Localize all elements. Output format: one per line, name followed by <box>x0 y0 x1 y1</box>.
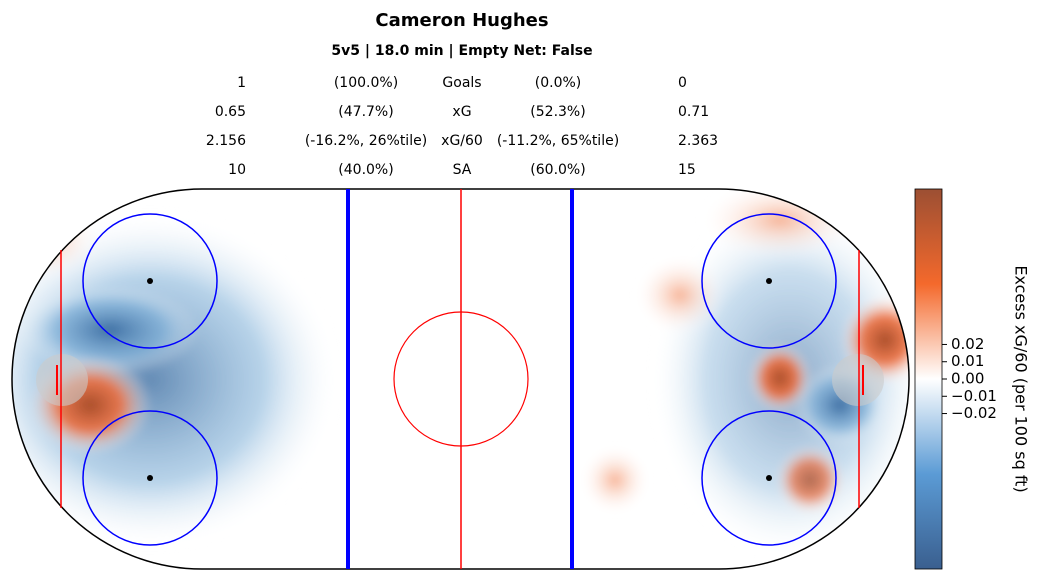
colorbar-tick-label: −0.02 <box>951 404 997 422</box>
stat-left: 0.65 <box>215 104 246 120</box>
heat <box>12 189 909 560</box>
stat-right: 0 <box>678 75 687 91</box>
colorbar-label: Excess xG/60 (per 100 sq ft) <box>1012 265 1031 492</box>
stat-right-pct: (0.0%) <box>535 75 582 91</box>
stat-label: xG/60 <box>441 133 483 149</box>
stat-left-pct: (40.0%) <box>338 162 393 178</box>
stat-label: SA <box>453 162 472 178</box>
stat-right: 15 <box>678 162 696 178</box>
stat-left-pct: (100.0%) <box>334 75 398 91</box>
stat-right-pct: (52.3%) <box>530 104 585 120</box>
colorbar-tick-label: 0.00 <box>951 370 984 388</box>
stat-left: 2.156 <box>206 133 246 149</box>
stat-right: 2.363 <box>678 133 718 149</box>
stat-right: 0.71 <box>678 104 709 120</box>
stat-label: Goals <box>442 75 481 91</box>
stat-left-pct: (-16.2%, 26%tile) <box>305 133 427 149</box>
title: Cameron Hughes <box>375 10 548 31</box>
stat-left: 1 <box>237 75 246 91</box>
colorbar-tick-label: −0.01 <box>951 387 997 405</box>
colorbar <box>914 188 943 570</box>
stat-label: xG <box>452 104 471 120</box>
stat-left: 10 <box>228 162 246 178</box>
colorbar-tick-label: 0.01 <box>951 352 984 370</box>
stat-left-pct: (47.7%) <box>338 104 393 120</box>
subtitle: 5v5 | 18.0 min | Empty Net: False <box>331 43 592 59</box>
stat-right-pct: (60.0%) <box>530 162 585 178</box>
stat-right-pct: (-11.2%, 65%tile) <box>497 133 619 149</box>
colorbar-tick-label: 0.02 <box>951 335 984 353</box>
